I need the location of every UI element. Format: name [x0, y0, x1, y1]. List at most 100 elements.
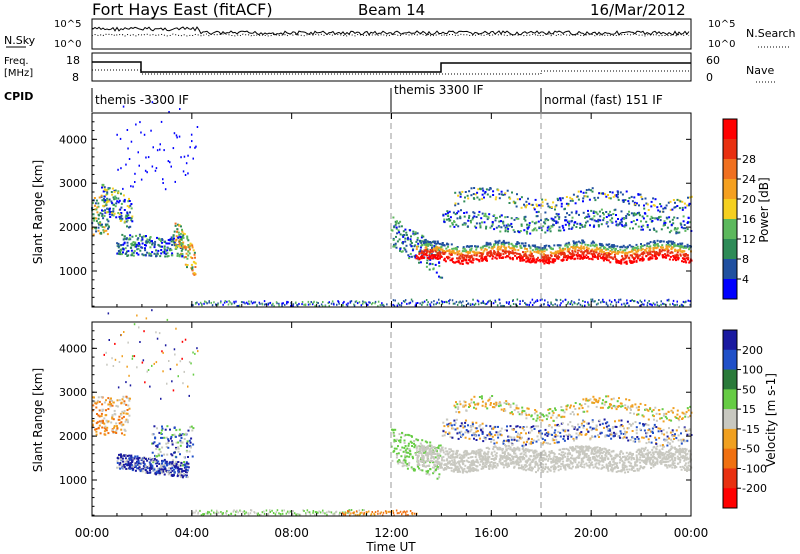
power-echo-pixel	[134, 172, 136, 175]
velocity-echo-pixel	[144, 458, 147, 460]
power-echo-pixel	[101, 209, 103, 212]
velocity-echo-pixel	[156, 445, 159, 448]
power-echo-pixel	[579, 257, 582, 260]
power-echo-pixel	[518, 242, 521, 245]
velocity-echo-pixel	[186, 442, 189, 445]
power-echo-pixel	[258, 301, 261, 304]
velocity-echo-pixel	[329, 510, 331, 513]
power-echo-pixel	[646, 301, 649, 304]
power-echo-pixel	[575, 253, 578, 256]
power-echo-pixel	[417, 245, 420, 248]
velocity-echo-pixel	[464, 449, 467, 452]
power-echo-pixel	[627, 200, 630, 203]
power-echo-pixel	[502, 239, 505, 242]
power-echo-pixel	[516, 241, 519, 244]
power-echo-pixel	[586, 244, 589, 246]
power-echo-pixel	[161, 239, 164, 241]
power-echo-pixel	[307, 300, 310, 303]
velocity-echo-pixel	[247, 512, 249, 515]
power-echo-pixel	[636, 245, 639, 248]
velocity-echo-pixel	[167, 439, 170, 442]
velocity-echo-pixel	[265, 509, 268, 512]
power-echo-pixel	[164, 188, 167, 191]
power-echo-pixel	[553, 260, 556, 262]
velocity-echo-pixel	[142, 460, 145, 463]
power-echo-pixel	[620, 245, 623, 248]
power-echo-pixel	[461, 250, 464, 253]
velocity-echo-pixel	[461, 461, 464, 464]
velocity-echo-pixel	[423, 448, 425, 451]
velocity-echo-pixel	[128, 399, 131, 402]
velocity-echo-pixel	[524, 449, 527, 452]
velocity-echo-pixel	[421, 439, 424, 442]
velocity-echo-pixel	[389, 510, 391, 513]
power-echo-pixel	[461, 263, 464, 265]
velocity-echo-pixel	[377, 510, 379, 513]
velocity-echo-pixel	[235, 510, 237, 513]
velocity-echo-pixel	[188, 450, 191, 453]
velocity-echo-pixel	[404, 445, 407, 447]
velocity-echo-pixel	[417, 445, 420, 447]
power-echo-pixel	[172, 147, 175, 150]
velocity-echo-pixel	[207, 512, 209, 515]
power-echo-pixel	[529, 261, 532, 264]
velocity-echo-pixel	[520, 467, 523, 470]
power-echo-pixel	[473, 187, 476, 189]
velocity-echo-pixel	[160, 429, 163, 432]
power-echo-pixel	[615, 194, 618, 196]
power-echo-pixel	[528, 258, 531, 261]
velocity-echo-pixel	[259, 514, 261, 517]
velocity-echo-pixel	[127, 341, 129, 344]
velocity-echo-pixel	[161, 350, 163, 353]
velocity-echo-pixel	[149, 385, 151, 388]
velocity-echo-pixel	[523, 468, 526, 471]
power-echo-pixel	[438, 249, 441, 252]
velocity-echo-pixel	[433, 470, 436, 473]
velocity-echo-pixel	[467, 453, 470, 456]
velocity-echo-pixel	[422, 447, 424, 450]
power-echo-pixel	[581, 225, 584, 228]
power-echo-pixel	[581, 304, 584, 307]
power-echo-pixel	[681, 260, 683, 263]
velocity-echo-pixel	[111, 414, 114, 417]
velocity-echo-pixel	[297, 513, 299, 515]
cpid-segment-1: themis -3300 IF	[95, 93, 189, 107]
velocity-echo-pixel	[417, 454, 420, 457]
power-echo-pixel	[636, 301, 639, 304]
velocity-echo-pixel	[494, 461, 497, 464]
power-echo-pixel	[353, 304, 356, 307]
power-echo-pixel	[594, 256, 596, 259]
power-echo-pixel	[165, 242, 168, 245]
power-echo-pixel	[184, 174, 187, 176]
power-echo-pixel	[432, 254, 435, 257]
velocity-echo-pixel	[397, 462, 400, 465]
power-echo-pixel	[654, 198, 657, 201]
power-echo-pixel	[481, 212, 484, 215]
power-echo-pixel	[105, 224, 108, 227]
velocity-echo-pixel	[181, 357, 183, 360]
power-echo-pixel	[621, 251, 624, 254]
power-echo-pixel	[167, 242, 170, 245]
velocity-echo-pixel	[165, 469, 168, 472]
power-echo-pixel	[469, 251, 471, 254]
power-echo-pixel	[611, 245, 614, 248]
power-echo-pixel	[419, 246, 422, 249]
velocity-echo-pixel	[458, 464, 461, 467]
power-echo-pixel	[658, 248, 661, 251]
power-echo-pixel	[666, 299, 669, 302]
velocity-echo-pixel	[93, 401, 96, 404]
power-echo-pixel	[602, 192, 605, 195]
velocity-echo-pixel	[120, 334, 122, 336]
velocity-echo-pixel	[439, 466, 442, 469]
power-echo-pixel	[609, 303, 612, 306]
power-echo-pixel	[457, 194, 460, 197]
velocity-echo-pixel	[110, 402, 112, 405]
velocity-echo-pixel	[161, 425, 163, 428]
power-echo-pixel	[406, 302, 408, 305]
velocity-echo-pixel	[349, 509, 352, 512]
velocity-echo-pixel	[256, 512, 258, 515]
power-echo-pixel	[682, 215, 685, 218]
velocity-echo-pixel	[453, 456, 456, 459]
power-echo-pixel	[569, 303, 571, 305]
power-echo-pixel	[440, 243, 443, 246]
